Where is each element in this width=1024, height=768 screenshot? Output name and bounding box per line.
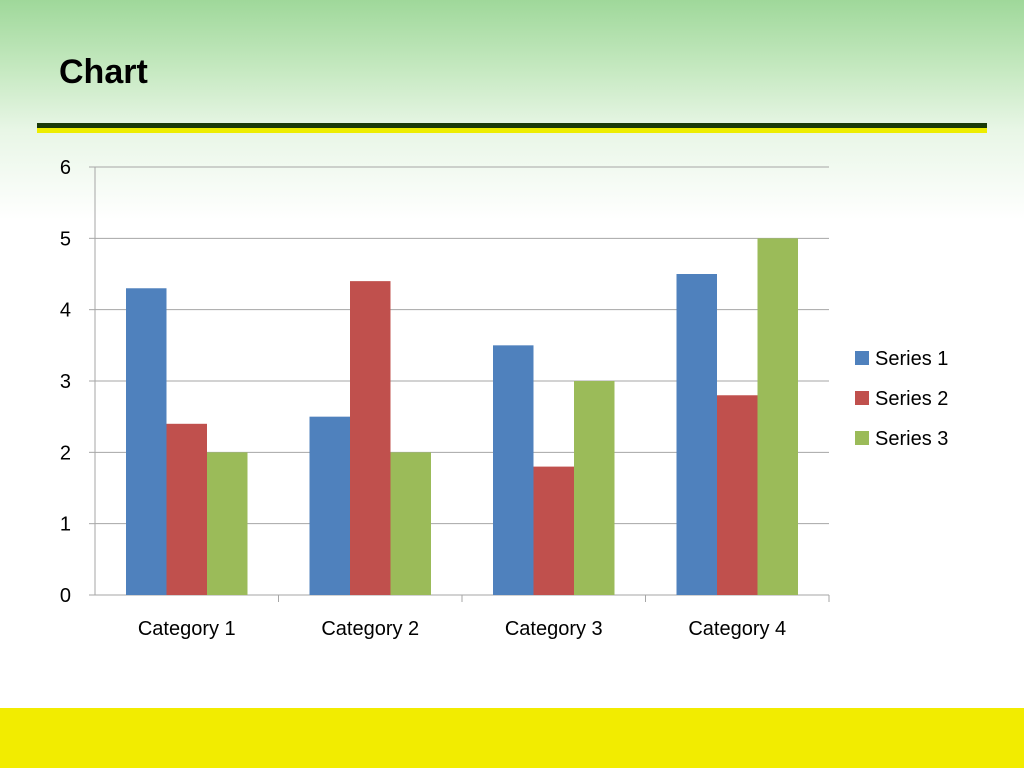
y-tick-label: 4 [60, 300, 71, 322]
y-tick-label: 3 [60, 371, 71, 393]
bar [309, 416, 350, 595]
bar [757, 238, 798, 596]
bar [533, 466, 574, 595]
bar [574, 381, 615, 595]
bar [166, 423, 207, 595]
title-rule-yellow [37, 128, 987, 133]
legend-label: Series 1 [875, 348, 948, 370]
legend-label: Series 2 [875, 388, 948, 410]
x-tick-label: Category 1 [138, 618, 236, 640]
legend: Series 1 Series 2 Series 3 [855, 348, 948, 450]
bar [390, 452, 431, 595]
legend-swatch [855, 351, 869, 365]
tick-labels: 0 1 2 3 4 5 6 Category 1 Category 2 Category 3 Cat… [60, 157, 786, 640]
bar [207, 452, 248, 595]
y-tick-label: 1 [60, 514, 71, 536]
legend-swatch [855, 391, 869, 405]
x-tick-label: Category 2 [321, 618, 419, 640]
y-tick-label: 6 [60, 157, 71, 179]
slide-title: Chart [59, 53, 148, 91]
legend-label: Series 3 [875, 428, 948, 450]
y-tick-label: 0 [60, 585, 71, 607]
bar [126, 288, 167, 595]
x-tick-label: Category 3 [505, 618, 603, 640]
title-rule-dark [37, 123, 987, 128]
footer-band [0, 708, 1024, 768]
bar [717, 395, 758, 595]
bar [493, 345, 534, 595]
y-tick-label: 2 [60, 442, 71, 464]
bar [350, 281, 391, 595]
x-tick-label: Category 4 [688, 618, 786, 640]
bar [676, 274, 717, 595]
y-tick-label: 5 [60, 228, 71, 250]
legend-swatch [855, 431, 869, 445]
bars [126, 238, 798, 596]
